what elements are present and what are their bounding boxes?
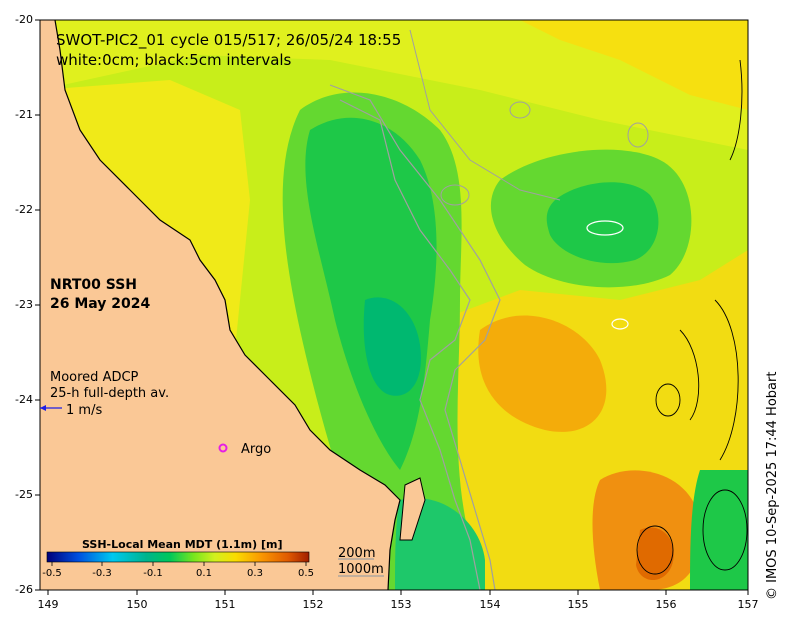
colorbar-title: SSH-Local Mean MDT (1.1m) [m] — [82, 538, 283, 551]
isobath-1000m-label: 1000m — [338, 562, 384, 577]
x-tick-label: 151 — [214, 598, 236, 611]
product-date: 26 May 2024 — [50, 296, 151, 312]
colorbar-ticks — [51, 562, 307, 566]
product-name: NRT00 SSH — [50, 277, 138, 293]
adcp-legend-line1: Moored ADCP — [50, 370, 139, 385]
x-tick-label: 149 — [37, 598, 59, 611]
x-tick-label: 150 — [126, 598, 148, 611]
colorbar-tick-label: 0.1 — [196, 568, 212, 579]
y-tick-label: -22 — [15, 203, 33, 216]
credit-text: © IMOS 10-Sep-2025 17:44 Hobart — [765, 371, 780, 600]
adcp-scale-arrow — [40, 405, 62, 411]
colorbar-tick-label: 0.3 — [247, 568, 263, 579]
ssh-field — [40, 20, 748, 590]
colorbar-tick-label: -0.5 — [42, 568, 62, 579]
colorbar-tick-label: -0.3 — [92, 568, 112, 579]
x-tick-label: 154 — [479, 598, 501, 611]
colorbar-tick-label: -0.1 — [143, 568, 163, 579]
y-tick-label: -23 — [15, 298, 33, 311]
x-tick-label: 156 — [655, 598, 677, 611]
argo-legend-label: Argo — [241, 442, 272, 457]
x-tick-label: 155 — [567, 598, 589, 611]
axis-tick-marks — [35, 19, 749, 595]
adcp-legend-line2: 25-h full-depth av. — [50, 386, 170, 401]
map-title-line1: SWOT-PIC2_01 cycle 015/517; 26/05/24 18:… — [56, 31, 402, 49]
x-tick-label: 152 — [302, 598, 324, 611]
isobath-200m-label: 200m — [338, 546, 376, 561]
y-tick-label: -21 — [15, 108, 33, 121]
y-tick-label: -25 — [15, 488, 33, 501]
colorbar-tick-label: 0.5 — [298, 568, 314, 579]
x-tick-label: 157 — [737, 598, 759, 611]
y-tick-label: -24 — [15, 393, 33, 406]
x-tick-label: 153 — [390, 598, 412, 611]
argo-marker — [218, 443, 228, 453]
y-tick-label: -20 — [15, 13, 33, 26]
map-title-line2: white:0cm; black:5cm intervals — [56, 51, 292, 69]
adcp-scale-label: 1 m/s — [66, 403, 103, 418]
y-tick-label: -26 — [15, 583, 33, 596]
colorbar — [46, 551, 310, 563]
